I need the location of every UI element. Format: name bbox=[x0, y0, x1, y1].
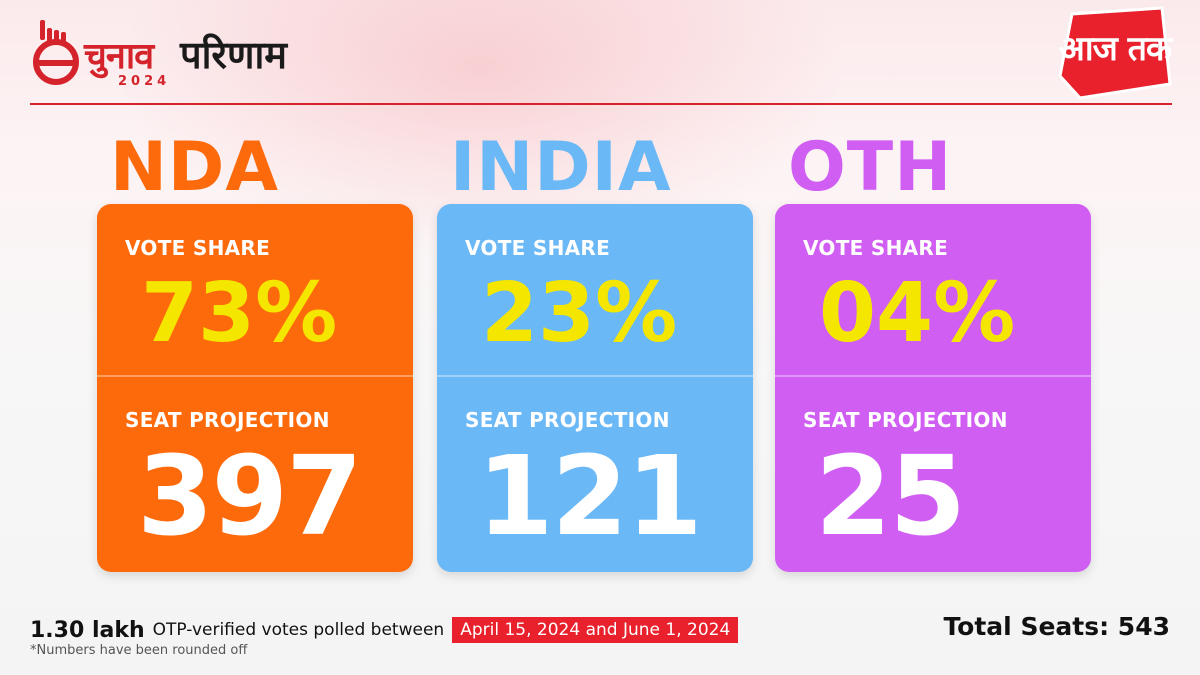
card-divider bbox=[437, 375, 753, 377]
vote-share-label: VOTE SHARE bbox=[465, 236, 611, 260]
party-name-oth: OTH bbox=[788, 128, 953, 207]
votes-summary: 1.30 lakh OTP-verified votes polled betw… bbox=[30, 614, 739, 646]
vote-share-label: VOTE SHARE bbox=[125, 236, 271, 260]
total-seats: Total Seats: 543 bbox=[943, 612, 1170, 641]
brand-logo: आज तक bbox=[1058, 6, 1172, 100]
card-nda: VOTE SHARE 73% SEAT PROJECTION 397 bbox=[97, 204, 413, 572]
card-divider bbox=[97, 375, 413, 377]
card-divider bbox=[775, 375, 1091, 377]
rounding-note: *Numbers have been rounded off bbox=[30, 643, 248, 658]
election-logo: चुनाव 2024 परिणाम bbox=[30, 14, 350, 94]
party-name-nda: NDA bbox=[110, 128, 279, 207]
seat-projection-label: SEAT PROJECTION bbox=[125, 408, 330, 432]
brand-badge-icon bbox=[1058, 6, 1172, 100]
vote-share-value: 04% bbox=[819, 266, 1016, 361]
logo-main-text: चुनाव bbox=[84, 36, 154, 77]
ballot-hand-icon bbox=[33, 20, 79, 85]
card-india: VOTE SHARE 23% SEAT PROJECTION 121 bbox=[437, 204, 753, 572]
header-divider bbox=[30, 103, 1172, 105]
seat-projection-value: 397 bbox=[137, 432, 363, 560]
vote-share-value: 73% bbox=[141, 266, 338, 361]
seat-projection-value: 121 bbox=[477, 432, 703, 560]
vote-share-value: 23% bbox=[481, 266, 678, 361]
seat-projection-value: 25 bbox=[815, 432, 966, 560]
votes-text: OTP-verified votes polled between bbox=[152, 620, 445, 640]
votes-count: 1.30 lakh bbox=[30, 617, 145, 643]
logo-year: 2024 bbox=[118, 74, 171, 89]
seat-projection-label: SEAT PROJECTION bbox=[803, 408, 1008, 432]
page-title: परिणाम bbox=[180, 33, 288, 77]
seat-projection-label: SEAT PROJECTION bbox=[465, 408, 670, 432]
vote-share-label: VOTE SHARE bbox=[803, 236, 949, 260]
poll-dates-badge: April 15, 2024 and June 1, 2024 bbox=[452, 617, 739, 643]
party-name-india: INDIA bbox=[450, 128, 672, 207]
brand-text: आज तक bbox=[1058, 29, 1172, 69]
card-oth: VOTE SHARE 04% SEAT PROJECTION 25 bbox=[775, 204, 1091, 572]
